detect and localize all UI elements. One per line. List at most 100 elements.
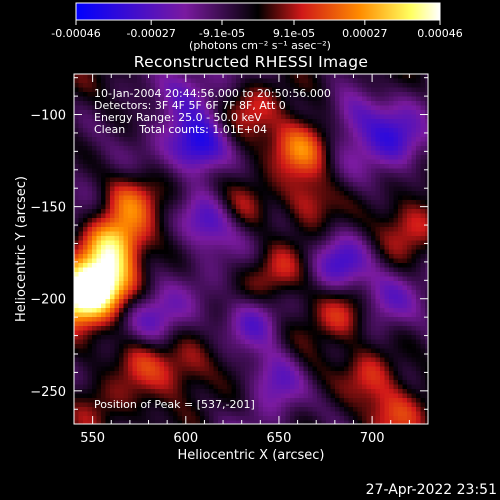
heatmap-cell [132, 308, 138, 314]
heatmap-cell [195, 263, 201, 269]
heatmap-cell [227, 290, 233, 296]
heatmap-cell [308, 119, 314, 125]
heatmap-cell [249, 236, 255, 242]
heatmap-cell [339, 137, 345, 143]
heatmap-cell [411, 308, 417, 314]
heatmap-cell [96, 267, 102, 273]
heatmap-cell [308, 321, 314, 327]
heatmap-cell [281, 83, 287, 89]
heatmap-cell [402, 200, 408, 206]
heatmap-cell [141, 132, 147, 138]
heatmap-cell [411, 155, 417, 161]
heatmap-cell [132, 317, 138, 323]
heatmap-cell [209, 110, 215, 116]
heatmap-cell [105, 168, 111, 174]
heatmap-cell [83, 312, 89, 318]
heatmap-cell [83, 263, 89, 269]
heatmap-cell [159, 159, 165, 165]
heatmap-cell [168, 119, 174, 125]
heatmap-cell [168, 146, 174, 152]
heatmap-cell [213, 294, 219, 300]
heatmap-cell [218, 137, 224, 143]
heatmap-cell [362, 231, 368, 237]
heatmap-cell [137, 186, 143, 192]
heatmap-cell [200, 272, 206, 278]
heatmap-cell [402, 281, 408, 287]
heatmap-cell [398, 303, 404, 309]
heatmap-cell [218, 308, 224, 314]
heatmap-cell [294, 204, 300, 210]
heatmap-cell [164, 348, 170, 354]
heatmap-cell [123, 146, 129, 152]
heatmap-cell [290, 308, 296, 314]
heatmap-cell [236, 87, 242, 93]
heatmap-cell [236, 344, 242, 350]
heatmap-cell [110, 74, 116, 80]
heatmap-cell [308, 200, 314, 206]
heatmap-cell [348, 191, 354, 197]
heatmap-cell [317, 83, 323, 89]
heatmap-cell [164, 209, 170, 215]
heatmap-cell [92, 240, 98, 246]
heatmap-cell [177, 326, 183, 332]
heatmap-cell [74, 132, 80, 138]
heatmap-cell [128, 281, 134, 287]
heatmap-cell [164, 222, 170, 228]
heatmap-cell [344, 177, 350, 183]
heatmap-cell [389, 231, 395, 237]
heatmap-cell [254, 159, 260, 165]
heatmap-cell [191, 281, 197, 287]
heatmap-cell [209, 132, 215, 138]
heatmap-cell [393, 83, 399, 89]
heatmap-cell [299, 240, 305, 246]
heatmap-cell [159, 330, 165, 336]
heatmap-cell [281, 128, 287, 134]
heatmap-cell [344, 285, 350, 291]
heatmap-cell [294, 222, 300, 228]
heatmap-cell [164, 299, 170, 305]
heatmap-cell [402, 249, 408, 255]
heatmap-cell [272, 159, 278, 165]
heatmap-cell [245, 132, 251, 138]
heatmap-cell [87, 213, 93, 219]
heatmap-cell [168, 236, 174, 242]
heatmap-cell [240, 344, 246, 350]
heatmap-cell [227, 308, 233, 314]
heatmap-cell [150, 87, 156, 93]
heatmap-cell [164, 317, 170, 323]
heatmap-cell [411, 186, 417, 192]
heatmap-cell [159, 101, 165, 107]
heatmap-cell [276, 339, 282, 345]
heatmap-cell [407, 110, 413, 116]
heatmap-cell [317, 321, 323, 327]
heatmap-cell [416, 83, 422, 89]
heatmap-cell [105, 132, 111, 138]
heatmap-cell [227, 74, 233, 80]
heatmap-cell [258, 236, 264, 242]
heatmap-cell [164, 137, 170, 143]
heatmap-cell [362, 348, 368, 354]
heatmap-cell [357, 272, 363, 278]
heatmap-cell [110, 312, 116, 318]
heatmap-cell [128, 263, 134, 269]
heatmap-cell [303, 110, 309, 116]
heatmap-cell [398, 344, 404, 350]
heatmap-cell [407, 159, 413, 165]
heatmap-cell [236, 258, 242, 264]
heatmap-cell [200, 182, 206, 188]
heatmap-cell [254, 321, 260, 327]
heatmap-cell [177, 218, 183, 224]
heatmap-cell [87, 123, 93, 129]
heatmap-cell [411, 173, 417, 179]
heatmap-cell [357, 339, 363, 345]
heatmap-cell [227, 312, 233, 318]
heatmap-cell [335, 164, 341, 170]
heatmap-cell [384, 110, 390, 116]
heatmap-cell [312, 335, 318, 341]
heatmap-cell [326, 348, 332, 354]
heatmap-cell [245, 303, 251, 309]
heatmap-cell [74, 96, 80, 102]
heatmap-cell [335, 249, 341, 255]
heatmap-cell [155, 222, 161, 228]
heatmap-cell [425, 119, 428, 125]
